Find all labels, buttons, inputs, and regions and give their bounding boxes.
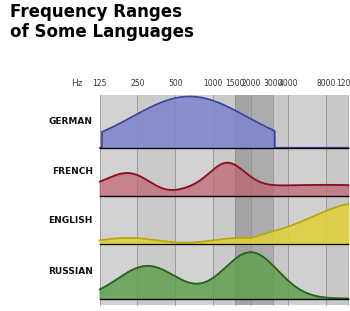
Bar [235, 95, 273, 305]
Bar [326, 95, 348, 305]
Text: 2000: 2000 [241, 80, 260, 88]
Text: GERMAN: GERMAN [49, 117, 93, 126]
Text: 8000: 8000 [316, 80, 336, 88]
Text: 250: 250 [130, 80, 145, 88]
Bar [273, 95, 288, 305]
Bar [100, 95, 138, 305]
Text: 500: 500 [168, 80, 183, 88]
Text: 1000: 1000 [203, 80, 223, 88]
Text: 125: 125 [92, 80, 107, 88]
Text: 3000: 3000 [263, 80, 282, 88]
Bar [213, 95, 235, 305]
Bar [138, 95, 175, 305]
Text: ENGLISH: ENGLISH [48, 216, 93, 225]
Bar [251, 95, 273, 305]
Bar [235, 95, 251, 305]
Text: 12000: 12000 [336, 80, 350, 88]
Bar [288, 95, 326, 305]
Text: Frequency Ranges
of Some Languages: Frequency Ranges of Some Languages [10, 3, 194, 41]
Text: FRENCH: FRENCH [52, 167, 93, 176]
Text: Hz: Hz [71, 80, 82, 88]
Text: 1500: 1500 [225, 80, 245, 88]
Text: RUSSIAN: RUSSIAN [48, 267, 93, 276]
Bar [175, 95, 213, 305]
Text: 4000: 4000 [279, 80, 298, 88]
